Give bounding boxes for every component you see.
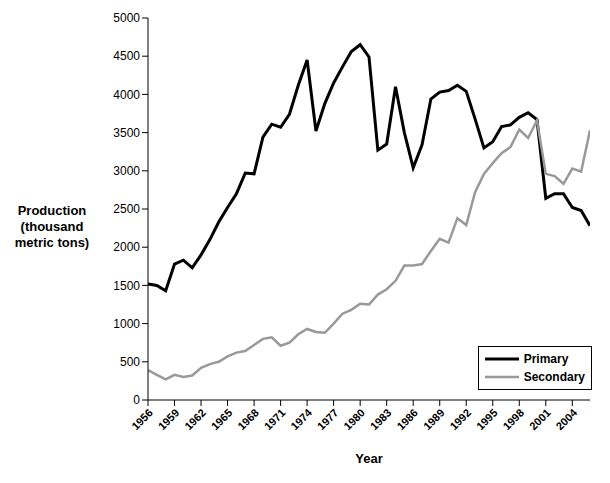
svg-text:2500: 2500 (113, 202, 140, 216)
svg-text:5000: 5000 (113, 11, 140, 25)
svg-text:1500: 1500 (113, 279, 140, 293)
svg-text:500: 500 (120, 355, 140, 369)
svg-text:1989: 1989 (421, 406, 447, 432)
svg-text:1983: 1983 (368, 406, 394, 432)
svg-text:2001: 2001 (527, 406, 553, 432)
svg-text:2004: 2004 (553, 406, 579, 432)
svg-text:0: 0 (133, 393, 140, 407)
svg-text:1980: 1980 (341, 406, 367, 432)
svg-text:4500: 4500 (113, 49, 140, 63)
svg-text:1959: 1959 (156, 406, 182, 432)
svg-text:3000: 3000 (113, 164, 140, 178)
html-text:Year: Year (355, 451, 383, 466)
svg-text:1962: 1962 (182, 406, 208, 432)
svg-text:1992: 1992 (447, 406, 473, 432)
svg-text:1971: 1971 (262, 406, 288, 432)
html-text:Production (thousand metric to: Production (thousand metric tons) (14, 203, 90, 250)
svg-text:1998: 1998 (500, 406, 526, 432)
html-text:Secondary: Secondary (523, 370, 585, 384)
svg-text:1965: 1965 (209, 406, 235, 432)
svg-text:1968: 1968 (235, 406, 261, 432)
svg-text:1974: 1974 (288, 406, 314, 432)
svg-text:1977: 1977 (315, 406, 341, 432)
html-text:Primary: Primary (523, 352, 569, 366)
svg-text:4000: 4000 (113, 88, 140, 102)
svg-text:3500: 3500 (113, 126, 140, 140)
svg-text:1000: 1000 (113, 317, 140, 331)
svg-text:1995: 1995 (474, 406, 500, 432)
svg-text:1986: 1986 (394, 406, 420, 432)
svg-text:2000: 2000 (113, 240, 140, 254)
svg-text:1956: 1956 (129, 406, 155, 432)
